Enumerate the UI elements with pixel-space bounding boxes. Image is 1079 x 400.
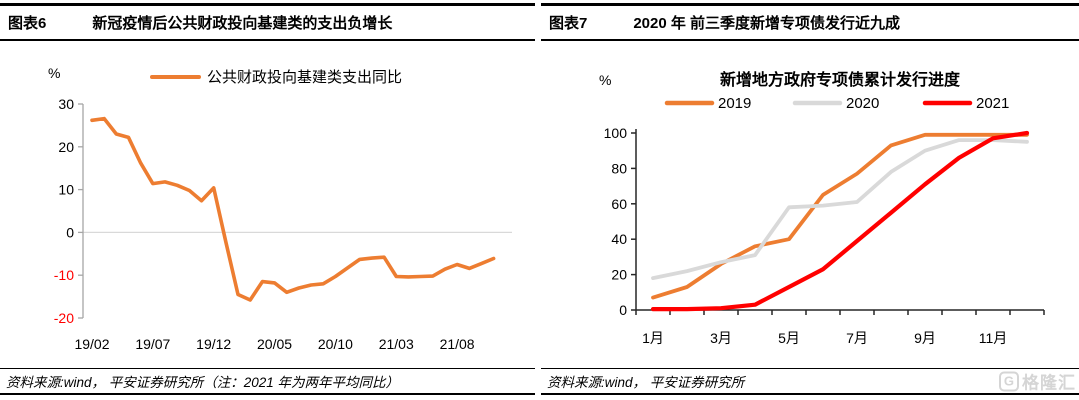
x-tick-label: 19/12 [196,336,231,352]
figure-6-panel: 图表6 新冠疫情后公共财政投向基建类的支出负增长 30 20 10 0 -10 -20 19… [0,3,535,397]
fiscal-infra-yoy-line-chart: 30 20 10 0 -10 -2019/02 19/07 19/12 20/05 20/10 21… [48,65,512,352]
figure-6-header: 图表6 新冠疫情后公共财政投向基建类的支出负增长 [0,3,535,41]
legend-label: 公共财政投向基建类支出同比 [207,69,402,86]
y-tick-label: 60 [611,196,627,212]
chart-title: 新增地方政府专项债累计发行进度 [720,70,961,89]
series-line-2020 [651,138,1029,281]
figure-6-title: 新冠疫情后公共财政投向基建类的支出负增长 [92,15,393,32]
series-line-2019 [651,132,1029,300]
x-tick-label: 19/02 [74,336,109,352]
y-tick-label: 40 [611,231,627,247]
x-tick-label: 20/05 [257,336,292,352]
y-tick-label: -20 [54,310,74,326]
special-bond-issuance-progress-line-chart: 新增地方政府专项债累计发行进度% 2019 2020 2021 0 20 40 60 80 100… [599,70,1045,346]
gelonghui-g-icon: G [998,371,1019,391]
x-tick-label: 20/10 [318,336,353,352]
figure-6-source-text: 资料来源:wind， 平安证券研究所（注：2021 年为两年平均同比） [6,375,400,390]
legend-label-2019: 2019 [718,95,751,112]
gelonghui-watermark: G 格隆汇 [998,369,1076,394]
y-tick-label: 80 [611,160,627,176]
legend-label-2021: 2021 [976,95,1009,112]
x-tick-label: 19/07 [135,336,170,352]
legend-label-2020: 2020 [846,95,879,112]
series-line-2021 [650,130,1030,312]
series-line-公共财政投向基建类支出同比 [90,116,496,302]
figure-7-source-text: 资料来源:wind， 平安证券研究所 [547,375,745,390]
figure-6-tag: 图表6 [8,15,47,32]
y-tick-label: 0 [66,224,74,240]
x-tick-label: 7月 [846,330,868,346]
y-tick-label: 10 [58,182,74,198]
y-tick-label: 30 [58,96,74,112]
figure-7-header: 图表7 2020 年 前三季度新增专项债发行近九成 [541,3,1079,41]
y-unit-label: % [48,65,60,81]
x-tick-label: 3月 [710,330,732,346]
y-tick-label: 20 [611,267,627,283]
figure-7-panel: 图表7 2020 年 前三季度新增专项债发行近九成 新增地方政府专项债累计发行进… [541,3,1079,397]
x-tick-label: 1月 [642,330,664,346]
y-tick-label: 100 [604,125,628,141]
x-tick-label: 21/08 [440,336,475,352]
x-tick-label: 5月 [778,330,800,346]
x-tick-label: 21/03 [379,336,414,352]
figure-7-title: 2020 年 前三季度新增专项债发行近九成 [633,15,901,32]
figure-6-footer: 资料来源:wind， 平安证券研究所（注：2021 年为两年平均同比） [0,368,535,395]
gelonghui-logo-text: 格隆汇 [1022,373,1076,393]
figure-7-footer: 资料来源:wind， 平安证券研究所 G 格隆汇 [541,368,1079,395]
y-unit-label: % [599,72,611,88]
y-tick-label: 0 [619,302,627,318]
figure-7-tag: 图表7 [549,15,588,32]
y-tick-label: -10 [54,267,74,283]
x-tick-label: 11月 [979,330,1008,346]
y-tick-label: 20 [58,139,74,155]
x-tick-label: 9月 [914,330,936,346]
